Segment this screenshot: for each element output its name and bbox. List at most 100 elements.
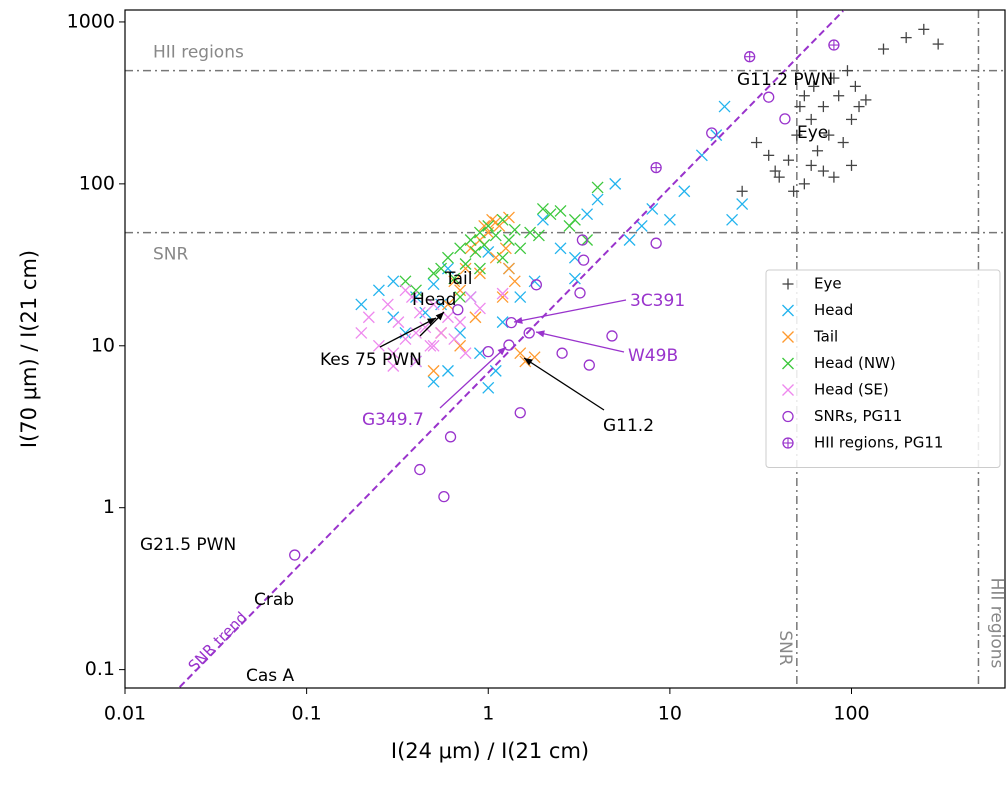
- scatter-point: [544, 208, 557, 221]
- marker-stroke: [489, 364, 502, 377]
- marker-stroke: [508, 275, 521, 288]
- scatter-point: [427, 364, 440, 377]
- scatter-point: [828, 171, 840, 183]
- scatter-point: [454, 291, 467, 303]
- scatter-point: [591, 193, 604, 206]
- marker-stroke: [606, 330, 618, 342]
- marker-stroke: [478, 219, 491, 232]
- marker-stroke: [459, 258, 472, 270]
- scatter-point: [663, 213, 676, 226]
- annotation: 3C391: [630, 291, 685, 311]
- scatter-point: [482, 245, 495, 258]
- scatter-point: [496, 213, 509, 226]
- scatter-point: [482, 345, 494, 358]
- y-tick-label: 10: [91, 334, 115, 356]
- marker-stroke: [782, 410, 794, 423]
- marker-stroke: [779, 113, 791, 125]
- scatter-point: [427, 375, 440, 388]
- scatter-point: [489, 216, 502, 229]
- legend-marker: [782, 410, 794, 423]
- arrow-head: [427, 318, 436, 325]
- scatter-point: [556, 347, 568, 359]
- marker-stroke: [399, 284, 412, 297]
- marker-stroke: [473, 226, 486, 239]
- marker-stroke: [482, 219, 495, 232]
- scatter-point: [399, 275, 412, 288]
- marker-stroke: [505, 316, 517, 329]
- scatter-point: [751, 137, 763, 149]
- scatter-point: [419, 321, 432, 334]
- scatter-point: [387, 360, 400, 372]
- marker-stroke: [591, 181, 604, 194]
- scatter-point: [482, 381, 495, 394]
- scatter-point: [427, 339, 440, 352]
- marker-stroke: [399, 333, 412, 346]
- marker-stroke: [448, 275, 461, 288]
- scatter-point: [372, 339, 385, 352]
- marker-stroke: [502, 211, 515, 224]
- scatter-point: [591, 181, 604, 194]
- marker-stroke: [556, 347, 568, 359]
- scatter-point: [499, 242, 512, 255]
- scatter-point: [454, 242, 467, 255]
- marker-stroke: [459, 262, 472, 275]
- marker-stroke: [502, 234, 515, 246]
- marker-stroke: [442, 251, 454, 264]
- scatter-point: [502, 262, 515, 275]
- scatter-point: [473, 302, 486, 315]
- marker-stroke: [524, 226, 537, 239]
- marker-stroke: [650, 237, 662, 249]
- scatter-point: [414, 463, 426, 476]
- scatter-point: [427, 278, 440, 291]
- annotation: W49B: [628, 346, 678, 366]
- marker-stroke: [362, 311, 375, 324]
- scatter-point: [442, 364, 454, 377]
- scatter-point: [718, 100, 731, 113]
- legend-label: Head (NW): [814, 354, 896, 372]
- scatter-point: [459, 258, 472, 270]
- scatter-point: [823, 129, 835, 141]
- marker-stroke: [782, 384, 794, 396]
- marker-stroke: [519, 355, 532, 368]
- scatter-point: [918, 23, 930, 35]
- marker-stroke: [399, 275, 412, 288]
- scatter-point: [779, 113, 791, 125]
- scatter-point: [846, 113, 858, 125]
- marker-stroke: [486, 213, 499, 226]
- scatter-point: [583, 359, 595, 371]
- annotation: Tail: [444, 269, 472, 289]
- legend-box: [765, 269, 1001, 468]
- scatter-point: [817, 101, 829, 113]
- annotation: Head: [412, 290, 456, 310]
- marker-stroke: [469, 311, 482, 324]
- scatter-point: [568, 272, 581, 285]
- legend-label: Eye: [814, 275, 842, 293]
- annotation: G11.2: [603, 416, 654, 436]
- scatter-point: [744, 51, 756, 63]
- marker-stroke: [355, 326, 368, 339]
- scatter-point: [482, 219, 495, 232]
- annotation: G11.2 PWN: [737, 70, 833, 90]
- marker-stroke: [482, 245, 495, 258]
- scatter-point: [577, 254, 590, 266]
- scatter-point: [486, 213, 499, 226]
- marker-stroke: [427, 278, 440, 291]
- scatter-point: [496, 287, 509, 300]
- scatter-point: [489, 229, 502, 242]
- scatter-point: [581, 208, 594, 221]
- marker-stroke: [554, 205, 567, 217]
- marker-stroke: [678, 185, 691, 198]
- scatter-point: [464, 242, 477, 255]
- marker-stroke: [514, 242, 527, 255]
- scatter-point: [355, 326, 368, 339]
- marker-stroke: [399, 326, 412, 339]
- scatter-point: [532, 229, 545, 242]
- scatter-point: [362, 311, 375, 324]
- scatter-point: [448, 275, 461, 288]
- marker-stroke: [554, 242, 567, 255]
- scatter-point: [635, 219, 648, 232]
- marker-stroke: [782, 357, 794, 370]
- marker-stroke: [544, 208, 557, 221]
- annotation: G21.5 PWN: [140, 535, 236, 555]
- marker-stroke: [508, 223, 521, 236]
